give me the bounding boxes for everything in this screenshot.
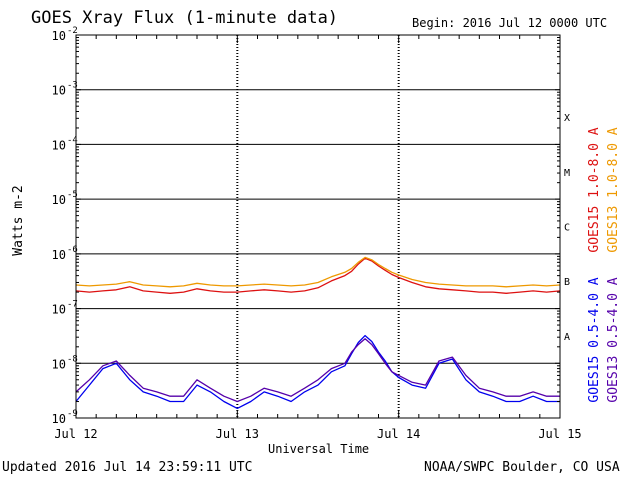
y-tick-label: 10 <box>52 29 66 43</box>
legend-entry: GOES13 1.0-8.0 A <box>606 127 621 252</box>
y-tick-label: 10 <box>52 412 66 426</box>
credit-text: NOAA/SWPC Boulder, CO USA <box>424 460 620 475</box>
y-tick-exponent: -7 <box>67 300 78 310</box>
y-axis-title: Watts m-2 <box>11 185 26 255</box>
y-tick-exponent: -4 <box>67 135 78 145</box>
chart-title: GOES Xray Flux (1-minute data) <box>31 8 339 28</box>
y-tick-exponent: -5 <box>67 190 78 200</box>
y-tick-exponent: -6 <box>67 245 78 255</box>
series-line-3 <box>75 338 560 403</box>
x-tick-label: Jul 12 <box>54 427 97 441</box>
y-tick-label: 10 <box>52 357 66 371</box>
y-tick-label: 10 <box>52 138 66 152</box>
y-tick-exponent: -2 <box>67 26 78 36</box>
x-tick-label: Jul 13 <box>216 427 259 441</box>
y-tick-label: 10 <box>52 248 66 262</box>
series-line-2 <box>75 334 560 410</box>
series-line-1 <box>75 256 561 288</box>
flare-class-label: C <box>564 223 570 234</box>
legend: GOES15 1.0-8.0 A GOES13 1.0-8.0 A GOES15 0… <box>587 127 621 402</box>
flare-class-label: M <box>564 168 570 179</box>
legend-entry: GOES15 1.0-8.0 A <box>587 127 602 252</box>
y-tick-label: 10 <box>52 84 66 98</box>
flare-class-label: X <box>564 113 570 124</box>
x-tick-label: Jul 14 <box>377 427 420 441</box>
grid <box>76 35 560 418</box>
flare-class-label: A <box>564 332 570 343</box>
updated-timestamp: Updated 2016 Jul 14 23:59:11 UTC <box>2 460 253 475</box>
y-tick-label: 10 <box>52 193 66 207</box>
plot-frame <box>75 34 561 419</box>
begin-date: Begin: 2016 Jul 12 0000 UTC <box>412 16 608 30</box>
y-tick-exponent: -8 <box>67 354 78 364</box>
x-tick-label: Jul 15 <box>538 427 581 441</box>
series-line-0 <box>75 257 561 294</box>
x-axis-title: Universal Time <box>268 442 370 456</box>
axis-ticks <box>75 34 561 419</box>
y-tick-label: 10 <box>52 303 66 317</box>
y-tick-exponent: -3 <box>67 81 78 91</box>
legend-entry: GOES15 0.5-4.0 A <box>587 277 602 402</box>
flare-class-label: B <box>564 277 570 288</box>
legend-entry: GOES13 0.5-4.0 A <box>606 277 621 402</box>
y-tick-exponent: -9 <box>67 409 78 419</box>
series-layer <box>75 256 561 410</box>
